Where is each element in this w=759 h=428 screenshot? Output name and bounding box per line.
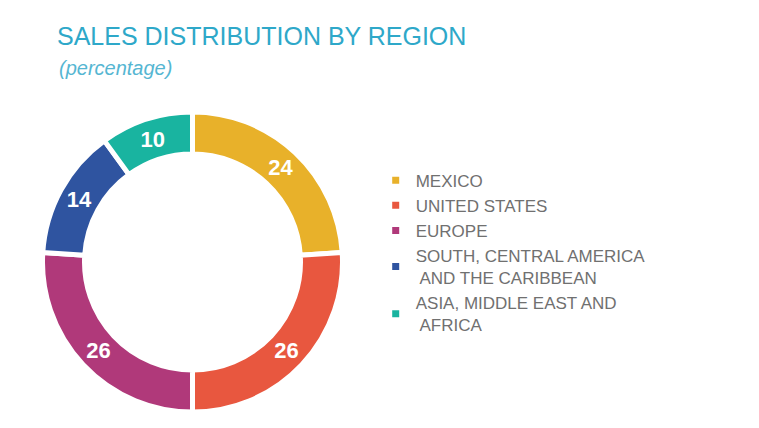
svg-text:UNITED STATES: UNITED STATES — [416, 197, 548, 216]
svg-text:(percentage): (percentage) — [59, 57, 172, 79]
svg-text:14: 14 — [67, 187, 92, 212]
svg-text:24: 24 — [268, 155, 293, 180]
svg-text:SALES DISTRIBUTION BY REGION: SALES DISTRIBUTION BY REGION — [57, 22, 466, 50]
svg-text:26: 26 — [274, 338, 298, 363]
svg-text:ASIA, MIDDLE EAST AND AFRICA: ASIA, MIDDLE EAST AND AFRICA — [416, 294, 617, 335]
svg-text:10: 10 — [140, 127, 164, 152]
svg-text:SOUTH, CENTRAL AMERICA AND THE: SOUTH, CENTRAL AMERICA AND THE CARIBBEAN — [416, 247, 646, 288]
svg-text:EUROPE: EUROPE — [416, 222, 488, 241]
svg-text:MEXICO: MEXICO — [416, 172, 483, 191]
svg-text:26: 26 — [86, 338, 110, 363]
